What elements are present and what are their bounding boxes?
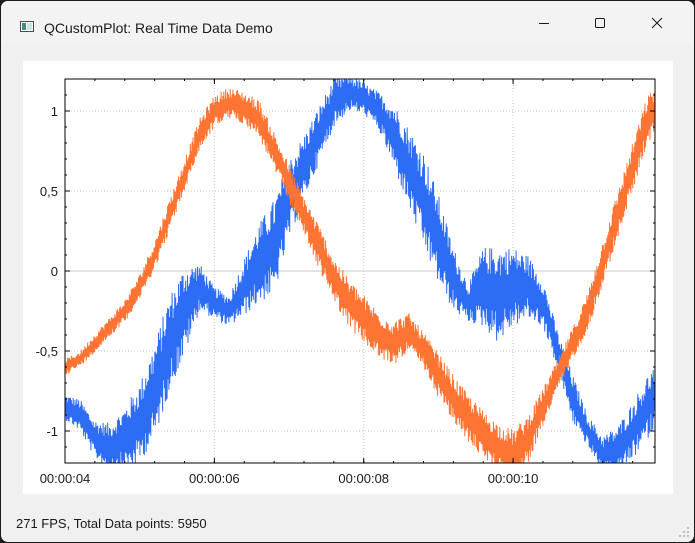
close-button[interactable]: [628, 1, 686, 45]
series-line-2: [65, 88, 655, 463]
close-icon: [651, 17, 663, 29]
y-tick-label: 0,5: [40, 184, 58, 199]
x-tick-label: 00:00:08: [338, 471, 389, 486]
maximize-button[interactable]: [571, 1, 629, 45]
title-bar[interactable]: QCustomPlot: Real Time Data Demo: [1, 1, 694, 45]
window-title: QCustomPlot: Real Time Data Demo: [44, 20, 273, 36]
series-group: [65, 79, 655, 463]
maximize-icon: [595, 18, 605, 28]
size-grip-icon[interactable]: [678, 526, 690, 538]
status-bar-text: 271 FPS, Total Data points: 5950: [16, 516, 207, 531]
app-window-icon: [20, 21, 34, 32]
series-line-1: [65, 79, 655, 463]
minimize-icon: [539, 23, 549, 24]
y-tick-label: -1: [46, 424, 58, 439]
y-tick-label: 1: [51, 104, 58, 119]
x-tick-label: 00:00:10: [488, 471, 539, 486]
plot-area[interactable]: 00:00:04 00:00:06 00:00:08 00:00:10 1 0,5 0 -0,…: [23, 61, 673, 494]
x-tick-label: 00:00:06: [189, 471, 240, 486]
y-tick-label: -0,5: [36, 344, 58, 359]
real-time-chart[interactable]: 00:00:04 00:00:06 00:00:08 00:00:10 1 0,5 0 -0,…: [23, 61, 673, 494]
minimize-button[interactable]: [515, 1, 573, 45]
x-tick-label: 00:00:04: [40, 471, 91, 486]
y-tick-label: 0: [51, 264, 58, 279]
